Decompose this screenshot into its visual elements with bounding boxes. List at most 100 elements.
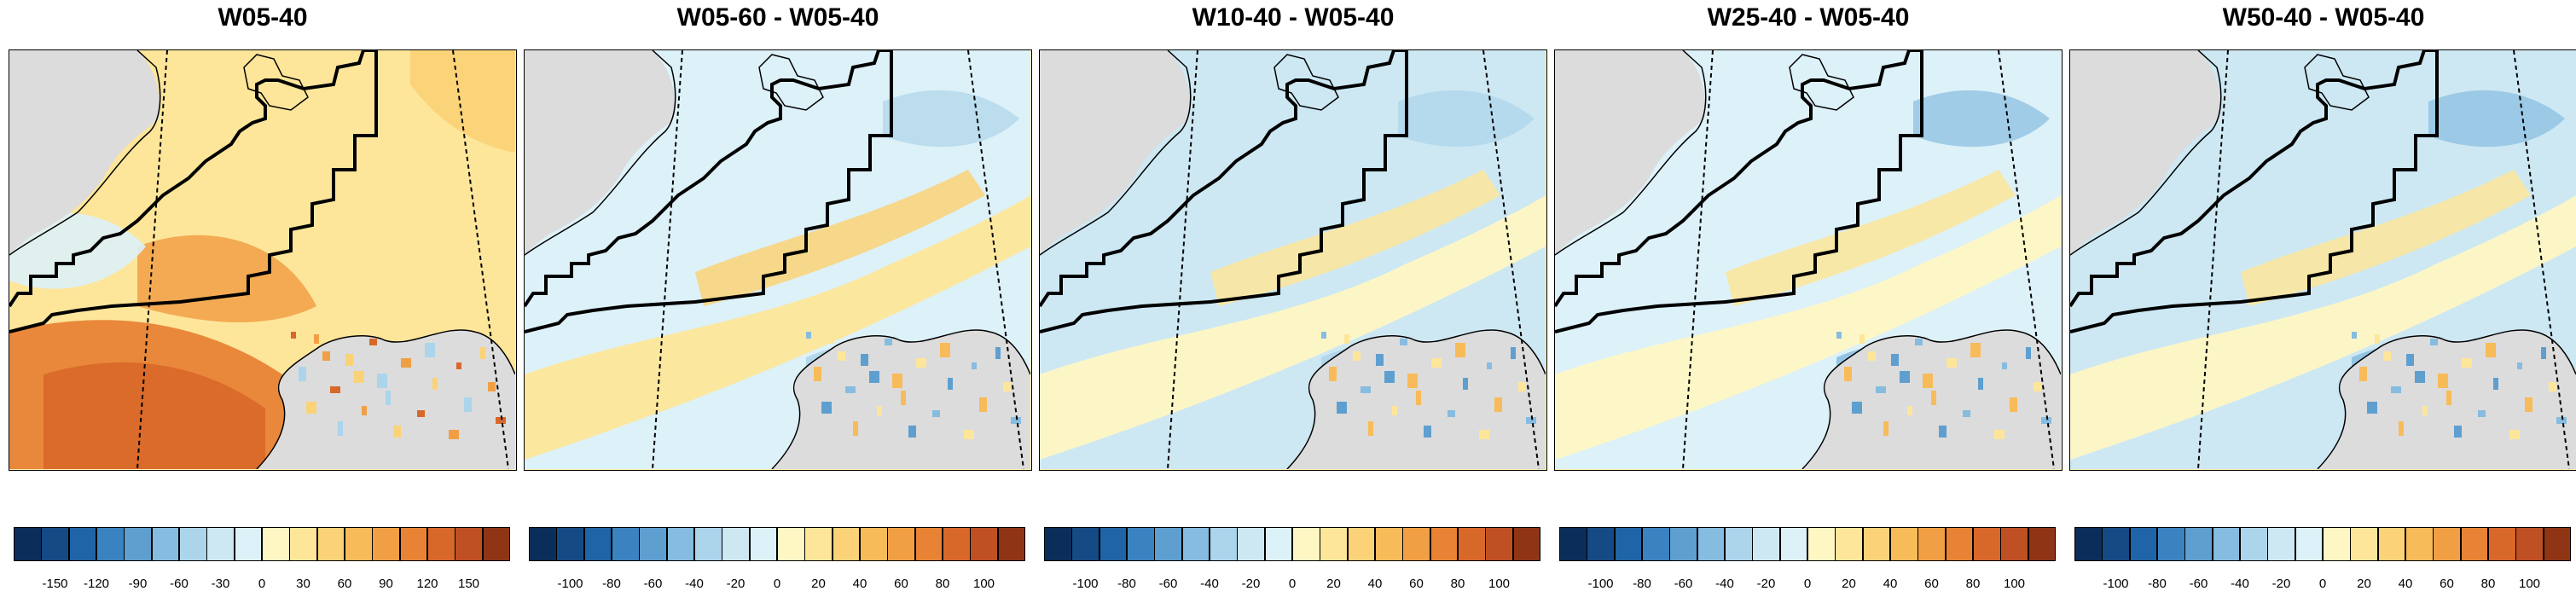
coastline-northwest — [525, 50, 676, 256]
coastal-speckle — [1883, 421, 1888, 436]
domain-boundary — [2070, 50, 2439, 333]
colorbar-swatch — [1237, 527, 1266, 561]
coastal-speckle — [369, 339, 377, 345]
meridian-east — [2513, 50, 2570, 469]
colorbar-swatch — [14, 527, 42, 561]
colorbar-tick-label: 60 — [2440, 577, 2454, 591]
field-cool-north — [1398, 90, 1535, 148]
panel-title: W25-40 - W05-40 — [1707, 3, 1910, 32]
colorbar — [529, 527, 1026, 561]
meridian-west — [1167, 50, 1198, 469]
coastal-speckle — [1868, 351, 1876, 361]
coastal-speckle — [2454, 426, 2462, 438]
field-warm-band — [1040, 195, 1546, 460]
colorbar-swatch — [1559, 527, 1587, 561]
coastal-speckle — [814, 367, 821, 381]
colorbar-swatch — [1725, 527, 1753, 561]
field-warm-east — [410, 50, 515, 153]
coastal-speckle — [480, 347, 485, 359]
colorbar-tick-label: 80 — [935, 577, 950, 591]
colorbar-swatch — [2240, 527, 2268, 561]
coastal-speckle — [1931, 391, 1936, 405]
colorbar-tick-label: 40 — [1367, 577, 1383, 591]
meridian-east — [452, 50, 509, 469]
colorbar-swatch — [2157, 527, 2185, 561]
coastal-speckle — [1836, 332, 1842, 339]
coastal-speckle — [972, 362, 977, 369]
colorbar-swatch — [1973, 527, 2001, 561]
coastal-speckle — [306, 402, 316, 414]
colorbar-swatch — [179, 527, 207, 561]
coastal-speckle — [1494, 397, 1502, 412]
coastal-speckle — [2478, 410, 2486, 417]
coastline-southeast — [256, 329, 515, 469]
meridian-west — [652, 50, 683, 469]
coastal-speckle — [2041, 417, 2051, 424]
coastal-speckle — [345, 354, 353, 366]
coastal-speckle — [892, 374, 902, 388]
colorbar-tick-label: -80 — [602, 577, 621, 591]
colorbar — [14, 527, 511, 561]
coastline-southeast — [1801, 329, 2061, 469]
colorbar-swatch — [2350, 527, 2379, 561]
meridian-east — [1482, 50, 1540, 469]
colorbar-tick-label: 80 — [2480, 577, 2496, 591]
coastal-speckle — [1455, 343, 1465, 357]
map-panel-4: W25-40 - W05-40 -100 -80 -60 -40 -20 0 20 40 60 80… — [1554, 0, 2063, 597]
colorbar-swatch — [41, 527, 70, 561]
coastal-speckle — [1994, 430, 2005, 439]
coastal-speckle — [2556, 417, 2567, 424]
field-cool-north — [1913, 90, 2050, 148]
land-mask-northwest — [525, 50, 676, 255]
coastal-speckle — [1479, 430, 1489, 439]
colorbar-swatch — [1485, 527, 1514, 561]
colorbar-swatch — [1375, 527, 1403, 561]
coastal-speckle — [393, 426, 401, 438]
meridian-west — [1682, 50, 1714, 469]
colorbar-swatch — [2074, 527, 2103, 561]
map-panel-5: W50-40 - W05-40 -100 -80 -60 -40 -20 0 20 40 60 80… — [2069, 0, 2576, 597]
coastal-speckle — [908, 426, 916, 438]
coastal-speckle — [2462, 358, 2472, 368]
colorbar-tick-label: -40 — [1200, 577, 1219, 591]
colorbar-tick-label: -60 — [1158, 577, 1178, 591]
coastline-northwest — [9, 50, 161, 256]
field-warm-streak — [2241, 170, 2531, 306]
meridian-west — [2197, 50, 2229, 469]
coastal-speckle — [456, 362, 461, 369]
coastal-speckle — [916, 358, 926, 368]
colorbar-swatch — [234, 527, 263, 561]
colorbar-tick-label: 60 — [1409, 577, 1424, 591]
coastal-speckle — [2367, 402, 2377, 414]
coastal-speckle — [496, 417, 506, 424]
domain-boundary — [525, 50, 893, 333]
coastal-speckle — [2391, 386, 2401, 393]
coastal-speckle — [1970, 343, 1981, 357]
colorbar-swatch — [832, 527, 861, 561]
colorbar-swatch — [612, 527, 640, 561]
coastal-speckle — [806, 332, 811, 339]
map-canvas — [9, 50, 515, 469]
map-frame — [2069, 49, 2576, 471]
field-warm-streak — [1210, 170, 1500, 306]
colorbar-tick-label: 30 — [296, 577, 310, 591]
coastal-speckle — [869, 371, 879, 383]
land-mask-northwest — [1040, 50, 1191, 255]
colorbar-swatch — [970, 527, 999, 561]
coastal-speckle — [1368, 421, 1373, 436]
colorbar-tick-label: 0 — [1288, 577, 1297, 591]
colorbar-tick-label: -20 — [1756, 577, 1776, 591]
meridian-east — [967, 50, 1024, 469]
map-canvas — [1555, 50, 2061, 469]
map-canvas — [2070, 50, 2576, 469]
coastal-speckle — [995, 347, 1001, 359]
map-panel-3: W10-40 - W05-40 -100 -80 -60 -40 -20 0 20 40 60 80… — [1039, 0, 1547, 597]
coastal-speckle — [1321, 332, 1326, 339]
coastal-speckle — [2525, 397, 2532, 412]
colorbar-swatch — [2543, 527, 2572, 561]
coastal-speckle — [2486, 343, 2496, 357]
island-outline — [1789, 54, 1854, 111]
coastal-speckle — [2415, 371, 2425, 383]
coastal-speckle — [1852, 402, 1862, 414]
colorbar-swatch — [2028, 527, 2057, 561]
